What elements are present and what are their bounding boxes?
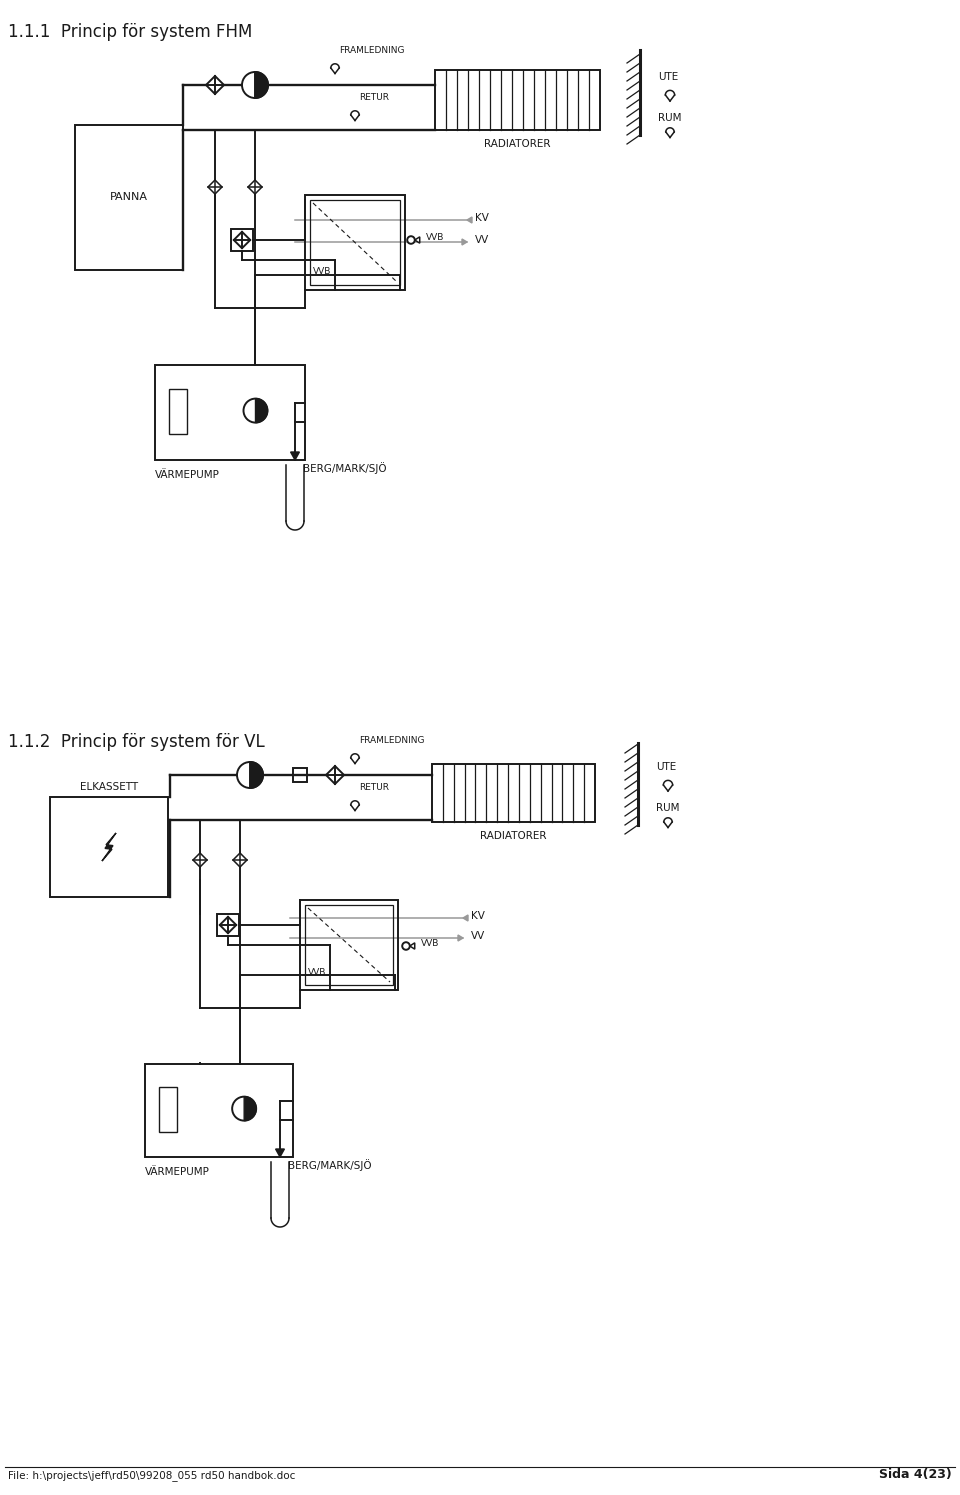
Text: Sida 4(23): Sida 4(23) [879, 1468, 952, 1482]
Text: ELKASSETT: ELKASSETT [80, 782, 138, 792]
Polygon shape [255, 399, 268, 423]
Bar [305, 194, 405, 290]
Text: RETUR: RETUR [359, 93, 389, 102]
Polygon shape [193, 854, 207, 867]
Circle shape [232, 1097, 256, 1121]
Bar [169, 389, 187, 435]
Polygon shape [467, 217, 472, 223]
Text: VVB: VVB [426, 233, 444, 242]
Bar [310, 200, 400, 286]
Bar [145, 1064, 293, 1157]
Bar [231, 229, 253, 251]
Text: RETUR: RETUR [359, 783, 389, 792]
Polygon shape [248, 179, 262, 194]
Polygon shape [220, 916, 236, 933]
Polygon shape [233, 232, 251, 248]
Text: BERG/MARK/SJÖ: BERG/MARK/SJÖ [303, 462, 387, 474]
Text: RUM: RUM [656, 803, 680, 813]
Bar [155, 365, 305, 460]
Text: KV: KV [471, 910, 485, 921]
Bar [432, 764, 595, 822]
Bar [217, 913, 239, 936]
Polygon shape [463, 915, 468, 921]
Text: File: h:\projects\jeff\rd50\99208_055 rd50 handbok.doc: File: h:\projects\jeff\rd50\99208_055 rd… [8, 1470, 296, 1482]
Text: VV: VV [475, 235, 490, 245]
Text: RADIATORER: RADIATORER [484, 139, 551, 150]
Bar [50, 797, 168, 897]
Polygon shape [206, 76, 224, 94]
Polygon shape [458, 934, 463, 940]
Text: VÄRMEPUMP: VÄRMEPUMP [145, 1168, 210, 1177]
Text: VVB: VVB [308, 967, 326, 978]
Bar [293, 768, 307, 782]
Bar [435, 70, 600, 130]
Polygon shape [102, 833, 116, 861]
Text: KV: KV [475, 212, 489, 223]
Text: UTE: UTE [656, 762, 676, 771]
Text: PANNA: PANNA [110, 193, 148, 202]
Text: VVB: VVB [421, 939, 440, 948]
Text: 1.1.2  Princip för system för VL: 1.1.2 Princip för system för VL [8, 733, 265, 750]
Polygon shape [233, 854, 247, 867]
Circle shape [402, 942, 410, 949]
Text: RUM: RUM [658, 114, 682, 123]
Text: VÄRMEPUMP: VÄRMEPUMP [155, 469, 220, 480]
Text: FRAMLEDNING: FRAMLEDNING [359, 736, 424, 745]
Text: BERG/MARK/SJÖ: BERG/MARK/SJÖ [288, 1159, 372, 1171]
Text: VV: VV [471, 931, 485, 940]
Polygon shape [291, 451, 300, 460]
Polygon shape [410, 943, 415, 949]
Circle shape [237, 762, 263, 788]
Polygon shape [326, 765, 344, 783]
Polygon shape [244, 1097, 256, 1121]
Circle shape [407, 236, 415, 244]
Text: 1.1.1  Princip för system FHM: 1.1.1 Princip för system FHM [8, 22, 252, 40]
Circle shape [244, 399, 268, 423]
Bar [305, 904, 393, 985]
Polygon shape [255, 72, 268, 99]
Polygon shape [208, 179, 222, 194]
Polygon shape [276, 1150, 284, 1157]
Text: VVB: VVB [313, 268, 331, 277]
Bar [300, 900, 398, 990]
Circle shape [242, 72, 268, 99]
Text: FRAMLEDNING: FRAMLEDNING [339, 46, 404, 55]
Polygon shape [415, 236, 420, 244]
Bar [75, 126, 183, 271]
Text: UTE: UTE [658, 72, 679, 82]
Polygon shape [462, 239, 467, 245]
Bar [159, 1087, 177, 1132]
Polygon shape [250, 762, 263, 788]
Text: RADIATORER: RADIATORER [480, 831, 547, 842]
